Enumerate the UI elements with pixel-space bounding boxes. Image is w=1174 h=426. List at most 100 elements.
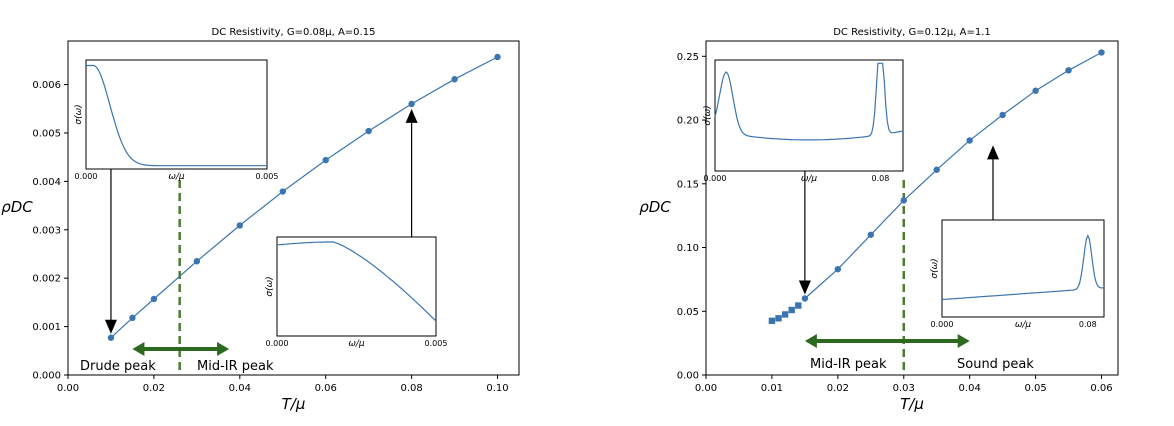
chart-2-xtick-label: 0.01 (761, 383, 783, 394)
chart-1-regime-arrow-head-right (217, 342, 230, 356)
chart-2-inset-1: 0.000 0.08 ω/μ σ(ω) (703, 59, 904, 184)
chart-2-xtick-label: 0.06 (1090, 383, 1112, 394)
chart-2-data-point-square (788, 306, 795, 314)
chart-2-xtick-label: 0.04 (959, 383, 981, 394)
chart-2-ytick-label: 0.25 (677, 52, 699, 63)
chart-2-data-point-square (781, 311, 789, 318)
chart-1-annotation: Drude peak (80, 359, 156, 374)
chart-1-xtick-label: 0.06 (315, 383, 337, 394)
chart-1-xtick-label: 0.04 (229, 383, 251, 394)
chart-2-series-line (804, 51, 1102, 299)
chart-1-ytick-label: 0.001 (32, 322, 61, 333)
chart-2-frame (705, 40, 1119, 376)
chart-2-ylabel: ρDC (639, 198, 671, 216)
chart-1-ytick-label: 0.006 (32, 80, 61, 91)
chart-2-ytick-label: 0.10 (677, 243, 699, 254)
chart-1-ytick-label: 0.002 (32, 274, 61, 285)
chart-2-annotation: Mid-IR peak (810, 357, 887, 372)
chart-1-data-point (494, 53, 501, 61)
chart-1-xlabel: T/μ (282, 395, 306, 413)
chart-1-xtick-label: 0.02 (143, 383, 165, 394)
chart-2-ytick-label: 0.15 (677, 179, 699, 190)
inset-ylabel: σ(ω) (74, 104, 84, 124)
inset-xtick-label: 0.000 (75, 172, 98, 181)
chart-1-arrow-head (104, 319, 117, 334)
chart-2-xtick-label: 0.00 (695, 383, 717, 394)
chart-2-data-point (867, 231, 874, 238)
inset-ylabel: σ(ω) (265, 276, 275, 296)
chart-2-regime-arrow-head-left (804, 334, 817, 348)
inset-xtick-label: 0.005 (256, 172, 279, 181)
inset-ylabel: σ(ω) (930, 258, 940, 278)
inset-xtick-label: 0.08 (872, 174, 890, 183)
chart-1-data-point (365, 127, 372, 135)
chart-2-xlabel: T/μ (900, 395, 924, 413)
chart-2-data-point (1032, 87, 1039, 94)
chart-1-ylabel: ρDC (1, 198, 33, 216)
chart-1-data-point (408, 100, 415, 108)
inset-xtick-label: 0.000 (266, 339, 289, 348)
chart-1-ytick-label: 0.003 (32, 225, 61, 236)
chart-2-annotation: Sound peak (957, 357, 1034, 372)
chart-2-arrow-head (987, 145, 999, 160)
inset-xlabel: ω/μ (1015, 320, 1032, 330)
chart-2-title: DC Resistivity, G=0.12μ, A=1.1 (833, 27, 991, 38)
chart-1-data-point (193, 258, 201, 265)
inset-frame (714, 59, 904, 172)
inset-curve (86, 64, 267, 167)
chart-2-data-point (900, 197, 907, 204)
chart-2-data-point (933, 166, 940, 173)
chart-1-arrow-head (405, 108, 418, 123)
inset-ylabel: σ(ω) (703, 105, 713, 125)
chart-1: DC Resistivity, G=0.08μ, A=0.15 0.00 0.02 0… (1, 27, 520, 413)
chart-2-data-point (801, 295, 809, 302)
chart-1-inset-2: 0.000 0.005 ω/μ σ(ω) (265, 236, 448, 349)
chart-2-data-point (999, 111, 1006, 119)
inset-xtick-label: 0.000 (931, 320, 954, 329)
chart-1-xtick-label: 0.00 (57, 383, 79, 394)
inset-frame (941, 219, 1105, 318)
inset-xtick-label: 0.000 (704, 174, 727, 183)
inset-xtick-label: 0.005 (425, 339, 448, 348)
chart-1-data-point (150, 295, 158, 303)
chart-1-frame (67, 40, 520, 376)
chart-1-xtick-label: 0.08 (400, 383, 422, 394)
chart-1-ytick-label: 0.004 (32, 177, 61, 188)
inset-curve (941, 234, 1104, 301)
chart-2-xtick-label: 0.03 (893, 383, 915, 394)
inset-frame (85, 59, 268, 170)
chart-2-xtick-label: 0.05 (1024, 383, 1046, 394)
chart-2-regime-arrow-head-right (957, 334, 970, 348)
inset-xlabel: ω/μ (348, 339, 365, 349)
chart-1-ytick-label: 0.005 (32, 128, 61, 139)
chart-1-regime-arrow-head-left (132, 342, 145, 356)
inset-xtick-label: 0.08 (1079, 320, 1097, 329)
chart-2-arrow-head (798, 280, 811, 295)
chart-2-xtick-label: 0.02 (827, 383, 849, 394)
chart-1-data-point (236, 222, 244, 229)
chart-2-ytick-label: 0.20 (677, 116, 699, 127)
chart-2: DC Resistivity, G=0.12μ, A=1.1 0.00 0.01 0.… (639, 27, 1119, 413)
inset-xlabel: ω/μ (168, 172, 185, 182)
chart-1-data-point (322, 156, 329, 164)
chart-2-data-point (1098, 49, 1105, 56)
chart-1-annotation: Mid-IR peak (197, 359, 274, 374)
chart-2-ytick-label: 0.05 (677, 307, 699, 318)
inset-curve (714, 62, 904, 141)
chart-1-title: DC Resistivity, G=0.08μ, A=0.15 (212, 27, 376, 38)
inset-xlabel: ω/μ (801, 174, 818, 184)
chart-1-data-point (107, 334, 115, 341)
inset-curve (276, 241, 437, 322)
chart-1-xtick-label: 0.10 (486, 383, 508, 394)
chart-1-data-point (279, 188, 286, 195)
chart-2-data-point-square (795, 302, 802, 309)
chart-1-data-point (451, 76, 458, 83)
chart-1-data-point (129, 314, 136, 322)
chart-2-data-point-square (768, 317, 776, 325)
chart-2-data-point (966, 137, 973, 144)
chart-2-data-point (834, 265, 842, 273)
chart-1-inset-1: 0.000 0.005 ω/μ σ(ω) (74, 59, 279, 182)
chart-2-data-point-square (775, 315, 782, 322)
chart-2-data-point (1065, 67, 1072, 74)
